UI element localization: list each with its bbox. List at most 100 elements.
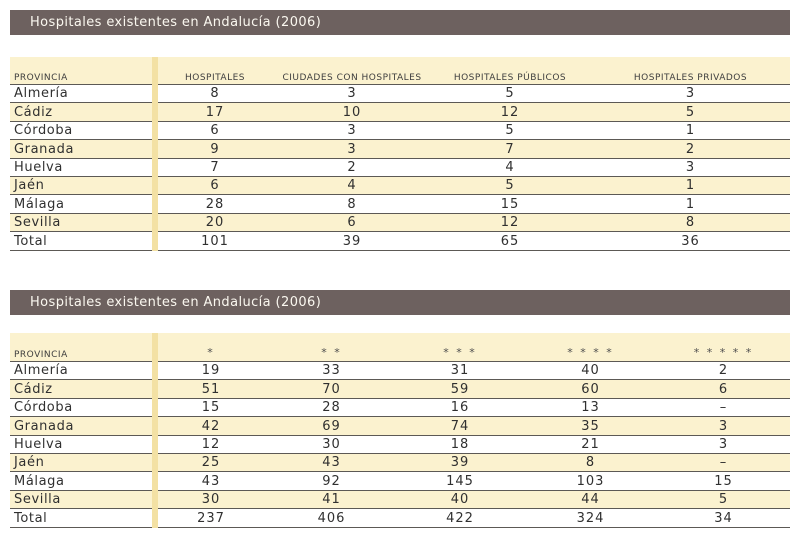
column-header-provincia: PROVINCIA <box>10 333 155 362</box>
value-cell: 12 <box>429 213 591 233</box>
value-cell: 324 <box>524 508 657 528</box>
value-cell: 237 <box>155 508 267 528</box>
column-header-1-star: * <box>155 333 267 362</box>
value-cell: 3 <box>275 121 429 141</box>
province-cell: Córdoba <box>10 121 155 141</box>
value-cell: 17 <box>155 102 275 122</box>
value-cell: 6 <box>155 121 275 141</box>
value-cell: 2 <box>275 158 429 177</box>
hospitals-by-stars-table: PROVINCIA * * * * * * * * * * * * * * * … <box>10 333 790 528</box>
province-cell: Sevilla <box>10 490 155 510</box>
province-cell: Málaga <box>10 194 155 214</box>
value-cell: – <box>657 453 790 473</box>
column-header-3-stars: * * * <box>396 333 524 362</box>
table-row: Total 237 406 422 324 34 <box>10 508 790 528</box>
value-cell: 8 <box>591 213 790 233</box>
table-row: Cádiz 17 10 12 5 <box>10 102 790 122</box>
value-cell: 34 <box>657 508 790 528</box>
value-cell: 25 <box>155 453 267 473</box>
value-cell: 21 <box>524 435 657 454</box>
value-cell: 36 <box>591 231 790 251</box>
value-cell: 16 <box>396 398 524 418</box>
value-cell: 69 <box>267 416 396 436</box>
table-row: Granada 42 69 74 35 3 <box>10 416 790 436</box>
value-cell: 43 <box>267 453 396 473</box>
value-cell: 28 <box>267 398 396 418</box>
section-title: Hospitales existentes en Andalucía (2006… <box>30 295 322 310</box>
value-cell: 13 <box>524 398 657 418</box>
value-cell: 422 <box>396 508 524 528</box>
province-cell: Córdoba <box>10 398 155 418</box>
value-cell: 1 <box>591 194 790 214</box>
value-cell: 40 <box>524 361 657 381</box>
province-cell: Total <box>10 231 155 251</box>
value-cell: 3 <box>591 84 790 104</box>
province-cell: Huelva <box>10 158 155 177</box>
value-cell: 35 <box>524 416 657 436</box>
value-cell: 10 <box>275 102 429 122</box>
value-cell: 65 <box>429 231 591 251</box>
value-cell: 41 <box>267 490 396 510</box>
hospitals-summary-table: PROVINCIA HOSPITALES CIUDADES CON HOSPIT… <box>10 57 790 251</box>
section-title: Hospitales existentes en Andalucía (2006… <box>30 15 322 30</box>
column-header-provincia: PROVINCIA <box>10 57 155 85</box>
table-row: Córdoba 15 28 16 13– <box>10 398 790 418</box>
column-header-4-stars: * * * * <box>524 333 657 362</box>
value-cell: 7 <box>155 158 275 177</box>
hospitals-by-stars-table-wrap: PROVINCIA * * * * * * * * * * * * * * * … <box>10 333 790 528</box>
table-row: Jaén 25 43 39 8– <box>10 453 790 473</box>
value-cell: 43 <box>155 471 267 491</box>
province-cell: Málaga <box>10 471 155 491</box>
table-row: Granada 9 3 7 2 <box>10 139 790 159</box>
value-cell: 2 <box>657 361 790 381</box>
table-row: Málaga 28 8 15 1 <box>10 194 790 214</box>
table-header-row: PROVINCIA * * * * * * * * * * * * * * * <box>10 333 790 362</box>
value-cell: 12 <box>155 435 267 454</box>
column-header-ciudades-con-hospitales: CIUDADES CON HOSPITALES <box>275 57 429 85</box>
table-row: Sevilla 30 41 40 44 5 <box>10 490 790 510</box>
hospitals-summary-table-wrap: PROVINCIA HOSPITALES CIUDADES CON HOSPIT… <box>10 57 790 251</box>
province-cell: Sevilla <box>10 213 155 233</box>
value-cell: 5 <box>591 102 790 122</box>
table-header-row: PROVINCIA HOSPITALES CIUDADES CON HOSPIT… <box>10 57 790 85</box>
section-title-bar: Hospitales existentes en Andalucía (2006… <box>10 290 790 315</box>
value-cell: 28 <box>155 194 275 214</box>
value-cell: 51 <box>155 379 267 399</box>
province-cell: Total <box>10 508 155 528</box>
value-cell: 4 <box>275 176 429 196</box>
value-cell: 92 <box>267 471 396 491</box>
value-cell: 5 <box>657 490 790 510</box>
table-row: Cádiz 51 70 59 60 6 <box>10 379 790 399</box>
value-cell: 20 <box>155 213 275 233</box>
value-cell: 30 <box>155 490 267 510</box>
table-row: Total 101 39 65 36 <box>10 231 790 251</box>
value-cell: 4 <box>429 158 591 177</box>
column-divider-stripe <box>152 333 158 528</box>
value-cell: 6 <box>155 176 275 196</box>
value-cell: 15 <box>429 194 591 214</box>
column-header-2-stars: * * <box>267 333 396 362</box>
province-cell: Cádiz <box>10 102 155 122</box>
value-cell: 59 <box>396 379 524 399</box>
value-cell: 44 <box>524 490 657 510</box>
section-title-bar: Hospitales existentes en Andalucía (2006… <box>10 10 790 35</box>
value-cell: 103 <box>524 471 657 491</box>
table-row: Córdoba 6 3 5 1 <box>10 121 790 141</box>
value-cell: 5 <box>429 121 591 141</box>
value-cell: 7 <box>429 139 591 159</box>
value-cell: 3 <box>275 139 429 159</box>
table-row: Málaga 43 92 145 103 15 <box>10 471 790 491</box>
value-cell: 1 <box>591 176 790 196</box>
value-cell: 8 <box>155 84 275 104</box>
value-cell: 2 <box>591 139 790 159</box>
province-cell: Huelva <box>10 435 155 454</box>
value-cell: 19 <box>155 361 267 381</box>
value-cell: 39 <box>275 231 429 251</box>
province-cell: Jaén <box>10 176 155 196</box>
value-cell: 406 <box>267 508 396 528</box>
table-row: Huelva 7 2 4 3 <box>10 158 790 177</box>
value-cell: 30 <box>267 435 396 454</box>
column-header-hospitales-privados: HOSPITALES PRIVADOS <box>591 57 790 85</box>
value-cell: 39 <box>396 453 524 473</box>
column-header-hospitales-publicos: HOSPITALES PÚBLICOS <box>429 57 591 85</box>
